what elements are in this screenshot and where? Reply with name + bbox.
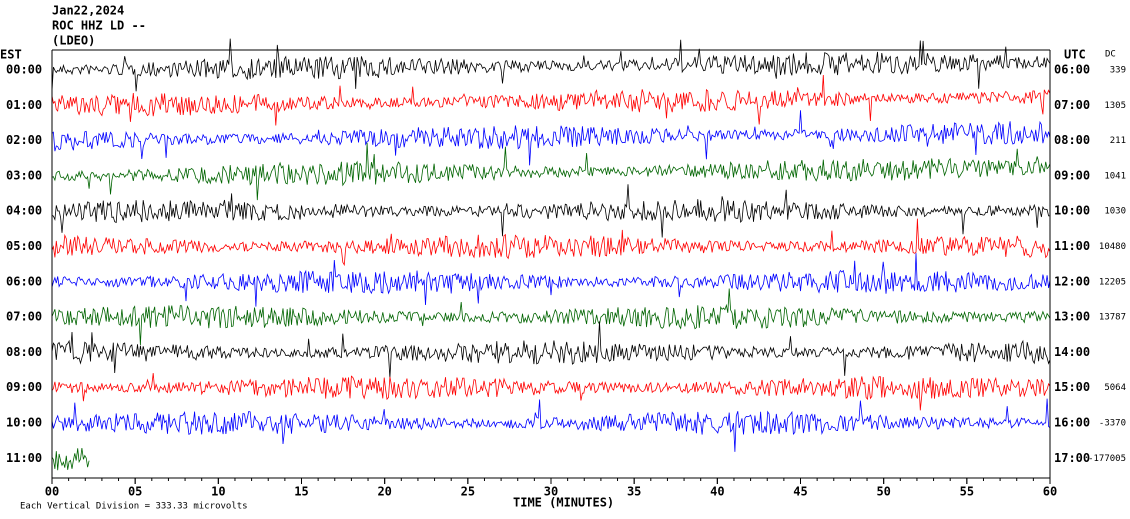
seismic-trace bbox=[52, 373, 1050, 411]
utc-label: 13:00 bbox=[1054, 310, 1090, 324]
seismic-trace bbox=[52, 38, 1050, 92]
utc-label: 17:00 bbox=[1054, 451, 1090, 465]
x-axis-title: TIME (MINUTES) bbox=[513, 496, 614, 510]
est-label: 05:00 bbox=[6, 239, 42, 253]
footer: Each Vertical Division = 333.33 microvol… bbox=[20, 502, 248, 512]
left-axis-label: EST bbox=[0, 48, 22, 62]
date: Jan22,2024 bbox=[52, 4, 124, 18]
utc-label: 07:00 bbox=[1054, 98, 1090, 112]
seismic-trace bbox=[52, 74, 1050, 126]
utc-label: 10:00 bbox=[1054, 204, 1090, 218]
x-tick-label: 30 bbox=[544, 485, 558, 499]
est-label: 01:00 bbox=[6, 98, 42, 112]
x-tick-label: 25 bbox=[461, 485, 475, 499]
dc-value: -177005 bbox=[1088, 454, 1126, 464]
est-label: 06:00 bbox=[6, 274, 42, 288]
traces bbox=[52, 38, 1050, 471]
seismic-trace bbox=[52, 288, 1050, 346]
est-label: 09:00 bbox=[6, 380, 42, 394]
utc-label: 16:00 bbox=[1054, 416, 1090, 430]
x-tick-label: 45 bbox=[793, 485, 807, 499]
est-label: 11:00 bbox=[6, 451, 42, 465]
dc-value: 211 bbox=[1110, 136, 1126, 146]
dc-value: 12205 bbox=[1099, 277, 1126, 287]
dc-value: 13787 bbox=[1099, 313, 1126, 323]
network: (LDEO) bbox=[52, 34, 95, 48]
utc-label: 15:00 bbox=[1054, 380, 1090, 394]
x-tick-label: 05 bbox=[128, 485, 142, 499]
dc-value: 339 bbox=[1110, 66, 1126, 76]
x-tick-label: 20 bbox=[377, 485, 391, 499]
utc-label: 08:00 bbox=[1054, 133, 1090, 147]
station: ROC HHZ LD -- bbox=[52, 19, 146, 33]
dc-value: 10480 bbox=[1099, 242, 1126, 252]
x-tick-label: 15 bbox=[294, 485, 308, 499]
utc-label: 09:00 bbox=[1054, 168, 1090, 182]
est-label: 04:00 bbox=[6, 204, 42, 218]
utc-label: 14:00 bbox=[1054, 345, 1090, 359]
dc-value: -3370 bbox=[1099, 419, 1126, 429]
right-axis-label: UTC bbox=[1064, 48, 1086, 62]
x-tick-label: 00 bbox=[45, 485, 59, 499]
seismic-trace bbox=[52, 110, 1050, 166]
seismic-trace bbox=[52, 184, 1050, 238]
x-tick-label: 10 bbox=[211, 485, 225, 499]
utc-label: 12:00 bbox=[1054, 274, 1090, 288]
seismic-trace bbox=[52, 447, 90, 471]
dc-value: 1041 bbox=[1104, 171, 1126, 181]
dc-value: 5064 bbox=[1104, 383, 1126, 393]
x-tick-label: 50 bbox=[876, 485, 890, 499]
seismic-trace bbox=[52, 321, 1050, 379]
dc-value: 1030 bbox=[1104, 207, 1126, 217]
est-label: 00:00 bbox=[6, 63, 42, 77]
utc-label: 06:00 bbox=[1054, 63, 1090, 77]
est-label: 07:00 bbox=[6, 310, 42, 324]
est-label: 08:00 bbox=[6, 345, 42, 359]
seismic-trace bbox=[52, 142, 1050, 201]
est-label: 02:00 bbox=[6, 133, 42, 147]
seismic-trace bbox=[52, 398, 1050, 452]
utc-label: 11:00 bbox=[1054, 239, 1090, 253]
seismic-trace bbox=[52, 253, 1050, 307]
x-tick-label: 55 bbox=[960, 485, 974, 499]
est-label: 10:00 bbox=[6, 416, 42, 430]
dc-value: 1305 bbox=[1104, 101, 1126, 111]
x-tick-label: 60 bbox=[1043, 485, 1057, 499]
x-tick-label: 40 bbox=[710, 485, 724, 499]
seismic-trace bbox=[52, 218, 1050, 267]
dc-label: DC bbox=[1105, 50, 1116, 60]
x-tick-label: 35 bbox=[627, 485, 641, 499]
est-label: 03:00 bbox=[6, 168, 42, 182]
